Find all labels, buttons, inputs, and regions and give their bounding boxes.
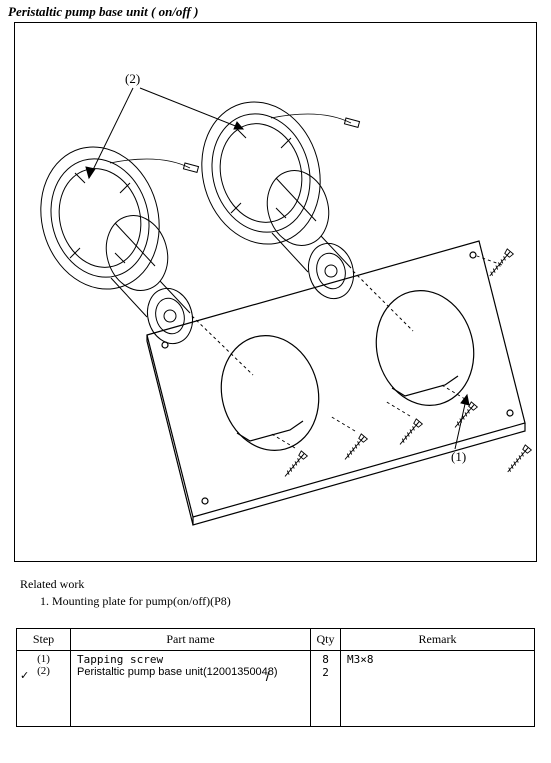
header-qty: Qty (311, 628, 341, 650)
cell-step: (1) ✓ (2) (17, 650, 71, 726)
related-work-heading: Related work (20, 576, 551, 593)
pump-left (24, 133, 253, 375)
cell-qty: 8 2 (311, 650, 341, 726)
table-header-row: Step Part name Qty Remark (17, 628, 535, 650)
header-part: Part name (71, 628, 311, 650)
callout-arrows (86, 88, 469, 449)
related-work-section: Related work 1. Mounting plate for pump(… (20, 576, 551, 610)
callout-2-label: (2) (125, 71, 140, 86)
checkmark-icon: ✓ (20, 669, 29, 682)
cell-part: Tapping screw Peristaltic pump base unit… (71, 650, 311, 726)
cell-remark: M3×8 (341, 650, 535, 726)
page-title: Peristaltic pump base unit ( on/off ) (0, 0, 551, 22)
screws-corners (477, 249, 531, 475)
exploded-diagram: (2) (1) (14, 22, 537, 562)
header-remark: Remark (341, 628, 535, 650)
part-row-2: Peristaltic pump base unit(12001350048/) (77, 666, 304, 678)
mounting-plate (147, 241, 525, 525)
pump-right (185, 88, 413, 331)
related-work-item: 1. Mounting plate for pump(on/off)(P8) (40, 593, 551, 610)
table-row: (1) ✓ (2) Tapping screw Peristaltic pump… (17, 650, 535, 726)
screws-row (270, 384, 477, 479)
parts-table: Step Part name Qty Remark (1) ✓ (2) Tapp… (16, 628, 535, 727)
header-step: Step (17, 628, 71, 650)
